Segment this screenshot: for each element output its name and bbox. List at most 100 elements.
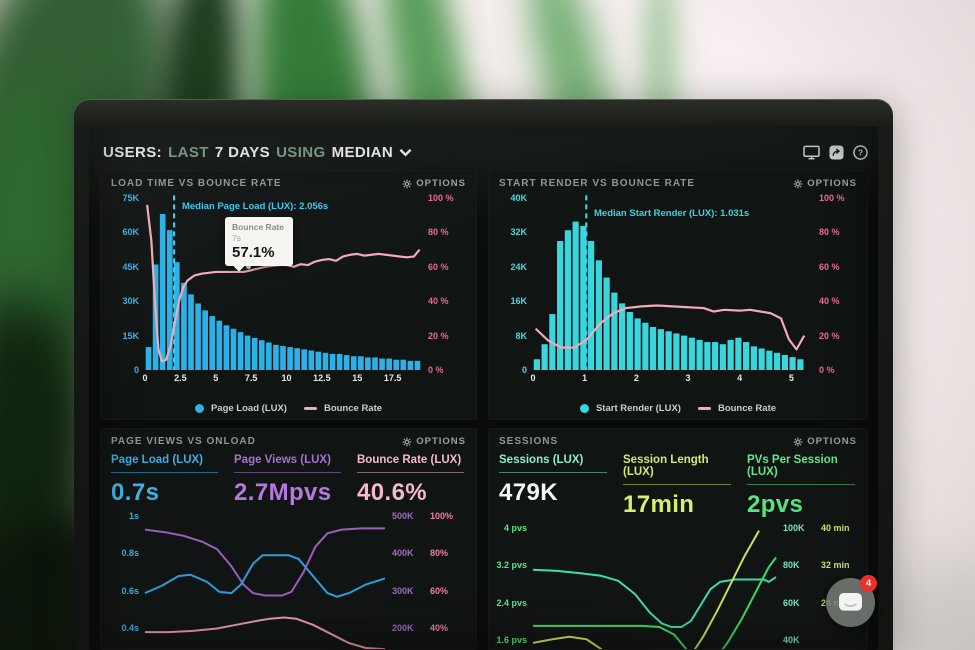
tick-label: 2.4 pvs xyxy=(496,597,527,608)
tick-label: 40 % xyxy=(819,296,840,307)
title-segment: 7 DAYS xyxy=(214,143,271,161)
laptop-screen: USERS: LAST 7 DAYS USING MEDIAN xyxy=(89,126,878,650)
gear-icon xyxy=(402,437,412,447)
metric-label: Sessions (LUX) xyxy=(499,454,607,473)
tick-label: 100K xyxy=(783,523,805,533)
tick-row: 40K xyxy=(783,635,859,645)
tick-row: 300K 60% xyxy=(392,586,468,596)
tick-label: 7.5 xyxy=(244,373,258,383)
tick-label: 75K xyxy=(122,193,139,203)
metric-value: 17min xyxy=(623,491,695,518)
metric-value: 2pvs xyxy=(747,491,804,518)
metric-bounce-rate: Bounce Rate (LUX) 40.6% xyxy=(357,454,464,507)
chart-canvas xyxy=(145,198,421,370)
tick-label: 0 xyxy=(142,373,148,383)
svg-text:?: ? xyxy=(858,147,863,157)
metric-value: 2.7Mpvs xyxy=(234,479,332,506)
metric-page-load: Page Load (LUX) 0.7s xyxy=(111,454,218,507)
tick-label: 20 % xyxy=(819,330,840,341)
legend-line-icon xyxy=(303,407,317,410)
metric-value: 479K xyxy=(499,479,558,506)
tick-label: 60% xyxy=(430,585,449,596)
tick-label: 500K xyxy=(392,511,414,521)
panel-sessions: SESSIONS OPTIONS Sessions (LUX) 479K xyxy=(488,428,868,650)
tick-row: 80K 32 min xyxy=(783,560,859,570)
title-segment: USERS: xyxy=(103,143,163,161)
tick-label: 80 % xyxy=(819,227,840,238)
x-axis: 0 1 2 3 4 5 xyxy=(530,370,812,385)
legend-label: Page Load (LUX) xyxy=(210,403,287,414)
tooltip: Bounce Rate 7s 57.1% xyxy=(225,216,294,266)
tick-row: 100K 40 min xyxy=(783,523,859,533)
chart-canvas xyxy=(533,527,776,649)
tick-label: 100% xyxy=(430,511,454,521)
tick-label: 1s xyxy=(128,511,139,521)
dashboard-grid: LOAD TIME VS BOUNCE RATE OPTIONS 75K 60K 4… xyxy=(100,170,868,650)
tick-label: 60 % xyxy=(819,261,840,272)
tick-label: 80 % xyxy=(428,227,449,238)
tick-label: 1 xyxy=(582,373,588,383)
tooltip-x-value: 7s xyxy=(232,232,242,243)
tick-label: 5 xyxy=(788,373,794,383)
plot-area: Median Page Load (LUX): 2.056s Bounce Ra… xyxy=(142,198,421,383)
tick-label: 2 xyxy=(633,373,639,383)
tick-label: 0.4s xyxy=(121,622,139,633)
tick-label: 0.8s xyxy=(121,548,139,559)
tick-label: 80K xyxy=(783,560,800,571)
tick-label xyxy=(821,635,859,645)
metric-value: 40.6% xyxy=(357,479,428,506)
panel-start-render: START RENDER VS BOUNCE RATE OPTIONS 40K 3… xyxy=(488,170,868,420)
tick-label: 40K xyxy=(783,634,800,645)
help-icon[interactable]: ? xyxy=(853,144,868,160)
tick-label: 24K xyxy=(510,261,527,272)
metric-label: Page Views (LUX) xyxy=(234,454,341,473)
options-button[interactable]: OPTIONS xyxy=(793,436,857,447)
users-range-dropdown[interactable]: USERS: LAST 7 DAYS USING MEDIAN xyxy=(103,144,412,161)
tick-label: 0 % xyxy=(819,364,835,375)
panel-title: LOAD TIME VS BOUNCE RATE xyxy=(111,178,282,189)
tick-label: 400K xyxy=(392,548,414,559)
y-axis-right: 100 % 80 % 60 % 40 % 20 % 0 % xyxy=(421,193,468,375)
metric-pvs-per-session: PVs Per Session (LUX) 2pvs xyxy=(747,454,855,519)
panel-page-views: PAGE VIEWS VS ONLOAD OPTIONS Page Load (… xyxy=(100,428,477,650)
tick-row: 200K 40% xyxy=(392,623,468,633)
title-segment: MEDIAN xyxy=(331,143,394,161)
options-button[interactable]: OPTIONS xyxy=(793,178,857,189)
panel-title: SESSIONS xyxy=(499,436,559,447)
options-label: OPTIONS xyxy=(807,178,857,189)
tick-label: 16K xyxy=(510,296,527,307)
plot-area: Median Start Render (LUX): 1.031s 0 1 2 3 4 5 xyxy=(530,198,812,383)
display-icon[interactable] xyxy=(803,145,820,160)
chart-legend: Page Load (LUX) Bounce Rate xyxy=(101,403,476,414)
panel-title: START RENDER VS BOUNCE RATE xyxy=(499,178,696,189)
metric-page-views: Page Views (LUX) 2.7Mpvs xyxy=(234,454,341,507)
y-axis-left: 4 pvs 3.2 pvs 2.4 pvs 1.6 pvs xyxy=(495,523,533,645)
share-icon[interactable] xyxy=(829,144,844,160)
tick-label: 2.5 xyxy=(174,373,187,383)
panel-title: PAGE VIEWS VS ONLOAD xyxy=(111,436,256,447)
options-button[interactable]: OPTIONS xyxy=(402,178,466,189)
tick-label: 60K xyxy=(122,227,139,238)
tick-label: 30K xyxy=(122,296,139,307)
tick-label: 0 xyxy=(521,364,527,375)
plot-area xyxy=(145,515,385,645)
tick-label: 0 xyxy=(133,364,139,375)
chat-widget-button[interactable]: 4 xyxy=(826,575,877,627)
title-segment: LAST xyxy=(168,143,209,161)
tick-label: 40 % xyxy=(428,296,449,307)
tick-label: 60K xyxy=(783,597,800,608)
options-button[interactable]: OPTIONS xyxy=(402,436,466,447)
legend-dot-icon xyxy=(579,404,589,413)
metric-label: Page Load (LUX) xyxy=(111,454,218,473)
tick-label: 20 % xyxy=(428,330,449,341)
plot-area xyxy=(533,527,776,650)
gear-icon xyxy=(793,437,803,447)
tick-label: 12.5 xyxy=(313,373,331,383)
table-highlight-blur xyxy=(880,560,975,650)
metric-label: Bounce Rate (LUX) xyxy=(357,454,464,473)
legend-dot-icon xyxy=(194,404,204,413)
metric-label: Session Length (LUX) xyxy=(623,454,731,485)
tick-label: 10 xyxy=(281,373,292,383)
tick-label: 15 xyxy=(352,373,363,383)
